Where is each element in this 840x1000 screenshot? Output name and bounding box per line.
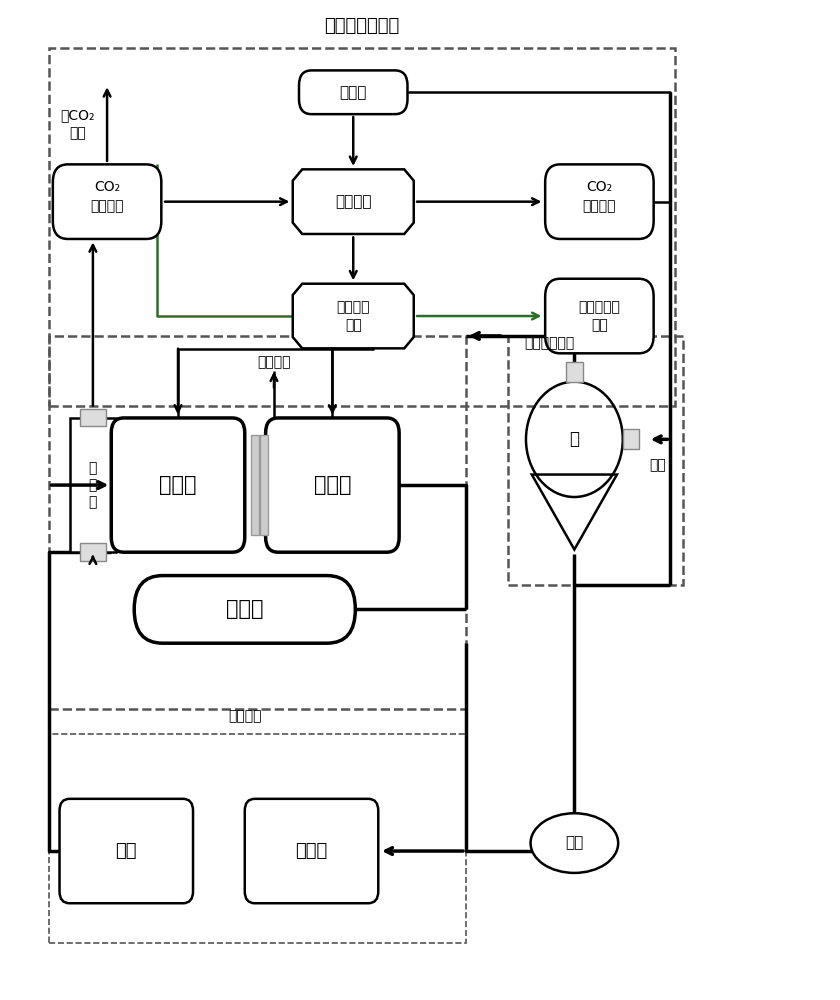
FancyBboxPatch shape	[545, 279, 654, 353]
Bar	[49, 734, 466, 943]
FancyBboxPatch shape	[299, 70, 407, 114]
FancyBboxPatch shape	[134, 576, 355, 643]
Bar	[507, 336, 683, 585]
FancyBboxPatch shape	[545, 164, 654, 239]
Ellipse shape	[531, 813, 618, 873]
Text: 集成回路: 集成回路	[335, 194, 371, 209]
Text: 电源: 电源	[565, 836, 584, 851]
FancyBboxPatch shape	[244, 799, 378, 903]
Text: CO₂
浓度检测: CO₂ 浓度检测	[91, 180, 123, 213]
Text: 阳极室: 阳极室	[313, 475, 351, 495]
Bar	[49, 336, 466, 709]
Text: CO₂
浓度显示: CO₂ 浓度显示	[583, 180, 617, 213]
Text: 混合器: 混合器	[226, 599, 264, 619]
Text: 流体动力模块: 流体动力模块	[524, 336, 575, 350]
Bar	[80, 543, 106, 561]
Text: 阴极室: 阴极室	[160, 475, 197, 495]
Bar	[251, 435, 259, 535]
Polygon shape	[293, 284, 414, 348]
Text: 控制与显示模块: 控制与显示模块	[324, 17, 399, 35]
Bar	[566, 362, 583, 382]
Text: 贮槽: 贮槽	[116, 842, 137, 860]
Bar	[260, 435, 268, 535]
FancyBboxPatch shape	[53, 164, 161, 239]
Text: 低CO₂
气体: 低CO₂ 气体	[60, 108, 95, 140]
Text: 泵: 泵	[570, 430, 580, 448]
Text: 转换器: 转换器	[339, 85, 367, 100]
Text: 气体: 气体	[649, 458, 666, 472]
Text: 废液槽: 废液槽	[296, 842, 328, 860]
Bar	[80, 409, 106, 426]
Text: 干
燥
器: 干 燥 器	[89, 461, 97, 509]
Text: 富氧气体: 富氧气体	[257, 355, 291, 369]
Text: 电流与电压
显示: 电流与电压 显示	[579, 300, 621, 332]
FancyBboxPatch shape	[60, 799, 193, 903]
Bar	[70, 418, 116, 552]
Text: 电流密度
控制: 电流密度 控制	[337, 300, 370, 332]
Text: 反应模块: 反应模块	[228, 709, 261, 723]
FancyBboxPatch shape	[265, 418, 399, 552]
FancyBboxPatch shape	[111, 418, 244, 552]
Bar	[622, 429, 639, 449]
Bar	[49, 48, 675, 406]
Polygon shape	[293, 169, 414, 234]
